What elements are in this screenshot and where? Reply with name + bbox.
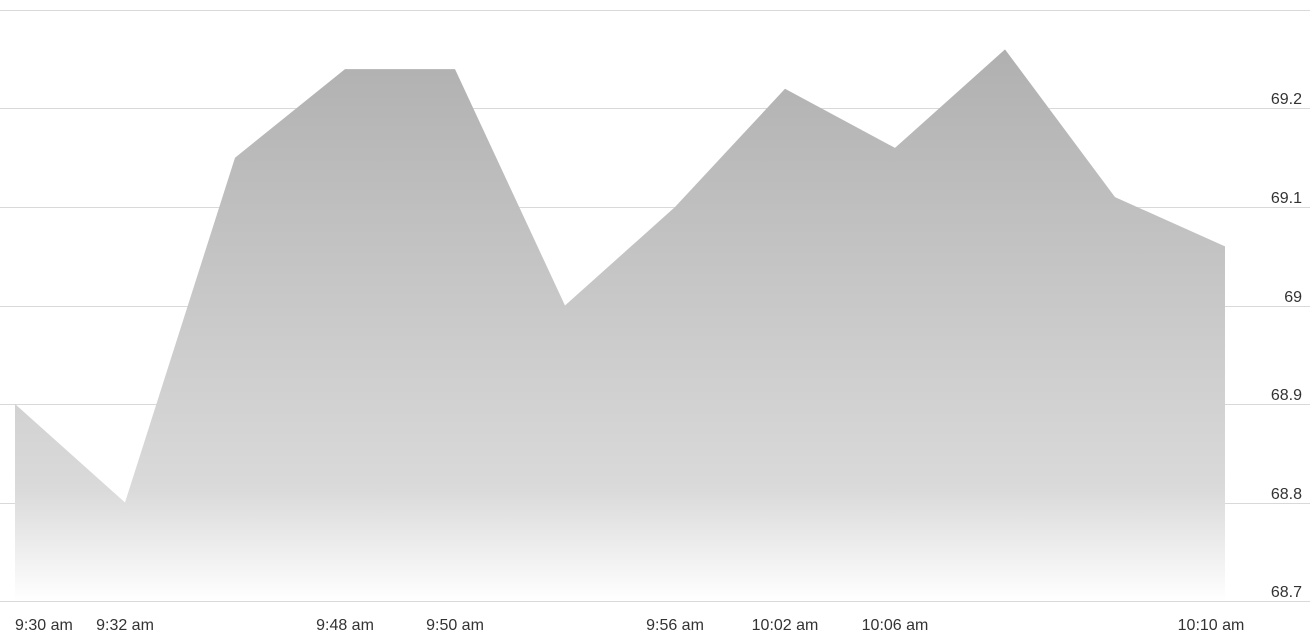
y-tick-label: 68.9 [1271,387,1302,404]
x-tick-label: 9:48 am [316,617,374,634]
y-axis: 68.7 68.8 68.9 69 69.1 69.2 [1271,91,1302,601]
x-tick-label: 9:50 am [426,617,484,634]
x-axis: 9:30 am 9:32 am 9:48 am 9:50 am 9:56 am 10:02… [15,617,1244,634]
x-tick-label: 9:30 am [15,617,73,634]
x-tick-label: 10:02 am [752,617,819,634]
y-tick-label: 68.7 [1271,584,1302,601]
x-tick-label: 10:06 am [862,617,929,634]
x-tick-label: 10:10 am [1178,617,1245,634]
y-tick-label: 69 [1284,289,1302,306]
y-tick-label: 69.2 [1271,91,1302,108]
y-tick-label: 68.8 [1271,486,1302,503]
x-tick-label: 9:32 am [96,617,154,634]
x-tick-label: 9:56 am [646,617,704,634]
y-tick-label: 69.1 [1271,190,1302,207]
area-series [15,49,1225,601]
area-fill [15,49,1225,601]
